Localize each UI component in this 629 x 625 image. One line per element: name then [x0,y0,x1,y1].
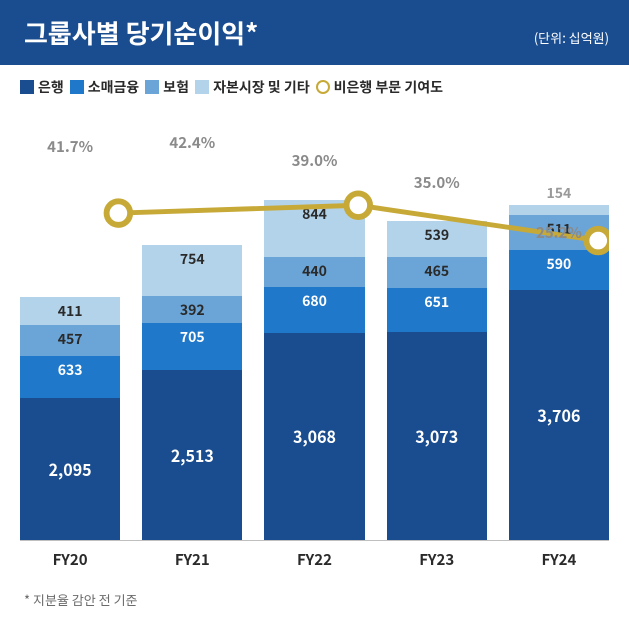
bar-segment [509,205,609,215]
legend-label: 비은행 부문 기여도 [334,77,443,97]
swatch-icon [195,80,209,94]
bar-segment: 2,513 [142,370,242,540]
legend-label: 소매금융 [88,77,140,97]
x-axis-label: FY23 [387,549,487,570]
bar-segment: 3,068 [264,333,364,540]
legend: 은행 소매금융 보험 자본시장 및 기타 비은행 부문 기여도 [0,65,629,101]
bar-segment: 844 [264,200,364,257]
legend-label: 자본시장 및 기타 [213,77,310,97]
legend-item-bank: 은행 [20,77,64,97]
legend-item-retail: 소매금융 [70,77,140,97]
bar-segment: 3,073 [387,332,487,540]
line-value-label: 41.7% [47,136,93,157]
footnote: * 지분율 감안 전 기준 [0,570,629,625]
bar-segment: 411 [20,297,120,325]
bar-segment: 440 [264,257,364,287]
bar-segment: 680 [264,287,364,333]
circle-icon [316,80,330,94]
swatch-icon [145,80,159,94]
bar-segment: 3,706 [509,290,609,540]
bar-segment: 754 [142,245,242,296]
bar-column: 3,068680440844 [264,200,364,540]
x-axis-label: FY24 [509,549,609,570]
bar-segment: 465 [387,257,487,288]
legend-item-insurance: 보험 [145,77,189,97]
header: 그룹사별 당기순이익* (단위: 십억원) [0,0,629,65]
swatch-icon [70,80,84,94]
bar-column: 3,073651465539 [387,221,487,540]
legend-label: 보험 [163,77,189,97]
bar-segment: 457 [20,325,120,356]
bar-column: 2,513705392754 [142,245,242,540]
bar-column: 3,706590511154 [509,205,609,540]
line-value-label: 42.4% [169,132,215,153]
x-axis-label: FY21 [142,549,242,570]
legend-label: 은행 [38,77,64,97]
chart-area: 2,0956334574112,5137053927543,0686804408… [0,101,629,541]
legend-item-line: 비은행 부문 기여도 [316,77,443,97]
bar-segment: 392 [142,296,242,322]
bar-segment: 705 [142,323,242,371]
bar-value-label: 154 [509,183,609,205]
line-value-label: 25.2% [536,222,582,243]
x-axis-label: FY20 [20,549,120,570]
chart-title: 그룹사별 당기순이익* [24,14,258,51]
legend-item-capital: 자본시장 및 기타 [195,77,310,97]
bar-segment: 590 [509,250,609,290]
bar-segment: 539 [387,221,487,257]
bar-column: 2,095633457411 [20,297,120,540]
swatch-icon [20,80,34,94]
stacked-bar-chart: 2,0956334574112,5137053927543,0686804408… [20,111,609,541]
bar-segment: 2,095 [20,398,120,540]
line-value-label: 39.0% [292,150,338,171]
x-axis: FY20 FY21 FY22 FY23 FY24 [0,541,629,570]
line-value-label: 35.0% [414,172,460,193]
bar-segment: 651 [387,288,487,332]
bar-segment: 633 [20,356,120,399]
x-axis-label: FY22 [264,549,364,570]
chart-unit: (단위: 십억원) [534,28,609,47]
